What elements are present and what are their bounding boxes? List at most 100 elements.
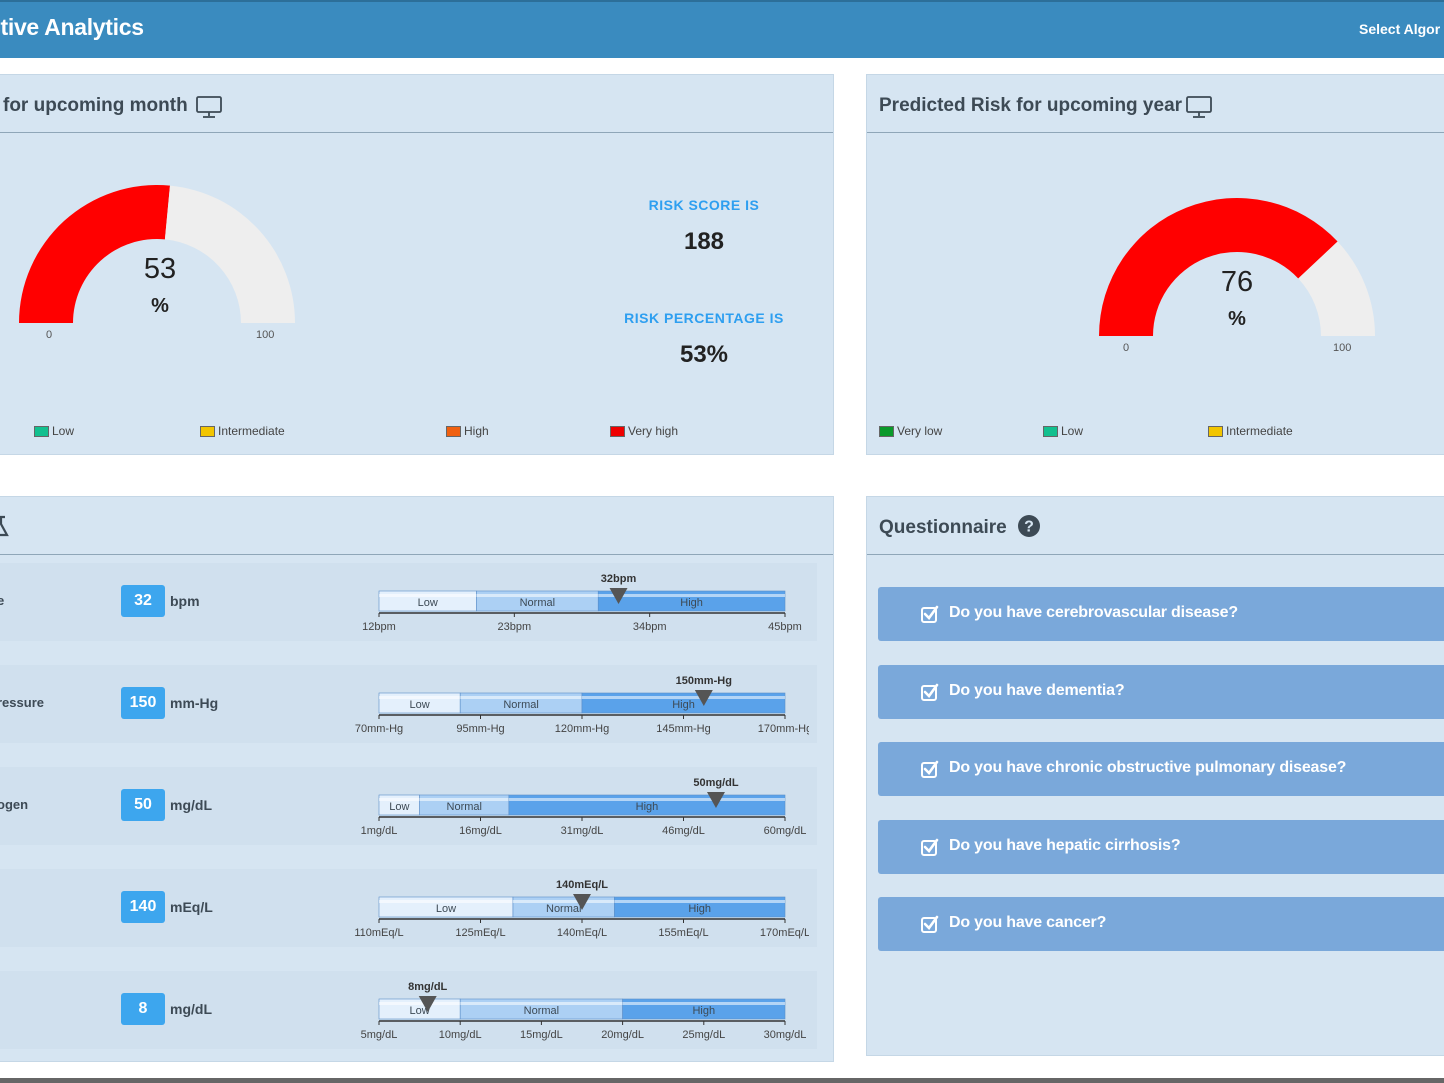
legend-low: Low <box>1043 424 1083 438</box>
value-marker-label: 8mg/dL <box>408 981 447 993</box>
legend-high: High <box>446 424 489 438</box>
lab-unit: mg/dL <box>170 1001 212 1017</box>
legend-swatch <box>1043 425 1058 437</box>
panel-header: Predicted Risk for upcoming year <box>867 75 1444 133</box>
question-item[interactable]: Do you have chronic obstructive pulmonar… <box>878 742 1444 796</box>
svg-text:?: ? <box>1024 519 1034 536</box>
range-segment-highlight <box>512 900 615 903</box>
legend-swatch <box>200 425 215 437</box>
range-tick-label: 46mg/dL <box>662 825 705 837</box>
range-segment-highlight <box>582 696 785 699</box>
lab-value-badge: 140 <box>121 891 165 923</box>
gauge-min-label: 0 <box>46 329 53 341</box>
question-text: Do you have dementia? <box>949 681 1125 699</box>
gauge-min-label: 0 <box>1123 342 1130 354</box>
flask-icon <box>0 515 9 537</box>
monitor-icon[interactable] <box>195 95 223 119</box>
lab-unit: mEq/L <box>170 899 213 915</box>
legend-swatch <box>879 425 894 437</box>
lab-name: ressure <box>0 695 44 710</box>
panel-header <box>0 497 833 555</box>
range-bar: Low Normal High 12bpm 23bpm 34bpm 45bpm 32bpm <box>362 573 802 633</box>
value-marker <box>573 894 591 910</box>
range-segment-highlight <box>476 594 599 597</box>
legend-low: Low <box>34 424 74 438</box>
checkbox-checked-icon[interactable] <box>921 683 939 701</box>
legend-very-high: Very high <box>610 424 678 438</box>
gauge-fill-arc <box>19 185 170 323</box>
range-segment-label: Normal <box>447 801 482 813</box>
value-marker-label: 150mm-Hg <box>676 675 732 687</box>
range-tick-label: 10mg/dL <box>439 1029 482 1041</box>
lab-value-badge: 8 <box>121 993 165 1025</box>
lab-name: ogen <box>0 797 29 812</box>
panel-title: Predicted Risk for upcoming year <box>879 95 1183 116</box>
select-algorithm-button[interactable]: Select Algor <box>1359 21 1441 37</box>
range-segment-label: Normal <box>503 699 538 711</box>
gauge-unit: % <box>1228 308 1246 330</box>
monitor-icon[interactable] <box>1185 95 1213 119</box>
range-segment-label: High <box>672 699 695 711</box>
range-segment-highlight <box>460 1002 623 1005</box>
range-segment-label: High <box>680 597 703 609</box>
range-segment-highlight <box>508 798 785 801</box>
top-navbar: ctive Analytics Select Algor <box>0 0 1444 58</box>
legend-swatch <box>446 425 461 437</box>
lab-unit: bpm <box>170 593 200 609</box>
range-segment-highlight <box>379 696 461 699</box>
checkbox-checked-icon[interactable] <box>921 838 939 856</box>
range-segment-label: Low <box>418 597 438 609</box>
checkbox-checked-icon[interactable] <box>921 915 939 933</box>
risk-gauge <box>19 185 295 323</box>
lab-value-badge: 150 <box>121 687 165 719</box>
range-segment-label: High <box>636 801 659 813</box>
range-tick-label: 60mg/dL <box>764 825 807 837</box>
range-tick-label: 12bpm <box>362 621 396 633</box>
panel-header: for upcoming month <box>0 75 833 133</box>
range-tick-label: 30mg/dL <box>764 1029 807 1041</box>
question-item[interactable]: Do you have cancer? <box>878 897 1444 951</box>
range-segment-label: Low <box>410 1005 430 1017</box>
legend-label: Low <box>1061 424 1084 438</box>
question-item[interactable]: Do you have hepatic cirrhosis? <box>878 819 1444 874</box>
value-marker-label: 32bpm <box>601 573 637 585</box>
value-marker-label: 50mg/dL <box>693 777 739 789</box>
bottom-border <box>0 1078 1444 1083</box>
range-tick-label: 95mm-Hg <box>456 723 504 735</box>
panel-title: Questionnaire <box>879 517 1007 538</box>
gauge-value: 76 <box>1220 266 1254 298</box>
app-title: ctive Analytics <box>0 14 144 40</box>
risk-score-label: RISK SCORE IS <box>648 197 760 213</box>
legend-swatch <box>1208 425 1223 437</box>
range-tick-label: 25mg/dL <box>682 1029 725 1041</box>
legend-swatch <box>610 425 625 437</box>
range-segment-highlight <box>419 798 509 801</box>
checkbox-checked-icon[interactable] <box>921 605 939 623</box>
range-tick-label: 15mg/dL <box>520 1029 563 1041</box>
range-tick-label: 20mg/dL <box>601 1029 644 1041</box>
risk-percentage-label: RISK PERCENTAGE IS <box>624 310 784 326</box>
legend-label: High <box>464 424 489 438</box>
range-tick-label: 34bpm <box>633 621 667 633</box>
question-item[interactable]: Do you have dementia? <box>878 664 1444 719</box>
risk-gauge <box>1099 198 1375 336</box>
range-tick-label: 45bpm <box>768 621 802 633</box>
gauge-fill-arc <box>1099 198 1338 336</box>
legend-label: Very high <box>628 424 679 438</box>
panel-title: for upcoming month <box>3 95 188 116</box>
range-segment-highlight <box>460 696 582 699</box>
question-text: Do you have cerebrovascular disease? <box>949 604 1238 621</box>
range-tick-label: 155mEq/L <box>658 927 708 939</box>
risk-score-value: 188 <box>683 228 725 255</box>
question-item[interactable]: Do you have cerebrovascular disease? <box>878 587 1444 641</box>
lab-unit: mm-Hg <box>170 695 219 711</box>
lab-row: ogen 50 mg/dL Low Normal High 1mg/dL 16mg/dL 31m… <box>0 767 817 845</box>
legend-intermediate: Intermediate <box>1208 424 1293 438</box>
range-tick-label: 70mm-Hg <box>355 723 403 735</box>
checkbox-checked-icon[interactable] <box>921 760 939 778</box>
range-tick-label: 5mg/dL <box>361 1029 398 1041</box>
range-bar: Low Normal High 5mg/dL 10mg/dL 15mg/dL 20mg/dL… <box>361 981 807 1041</box>
help-circle-icon[interactable]: ? <box>1017 514 1041 538</box>
gauge-max-label: 100 <box>1333 342 1352 354</box>
lab-row: ressure 150 mm-Hg Low Normal High 70mm-Hg 95mm-… <box>0 665 817 743</box>
